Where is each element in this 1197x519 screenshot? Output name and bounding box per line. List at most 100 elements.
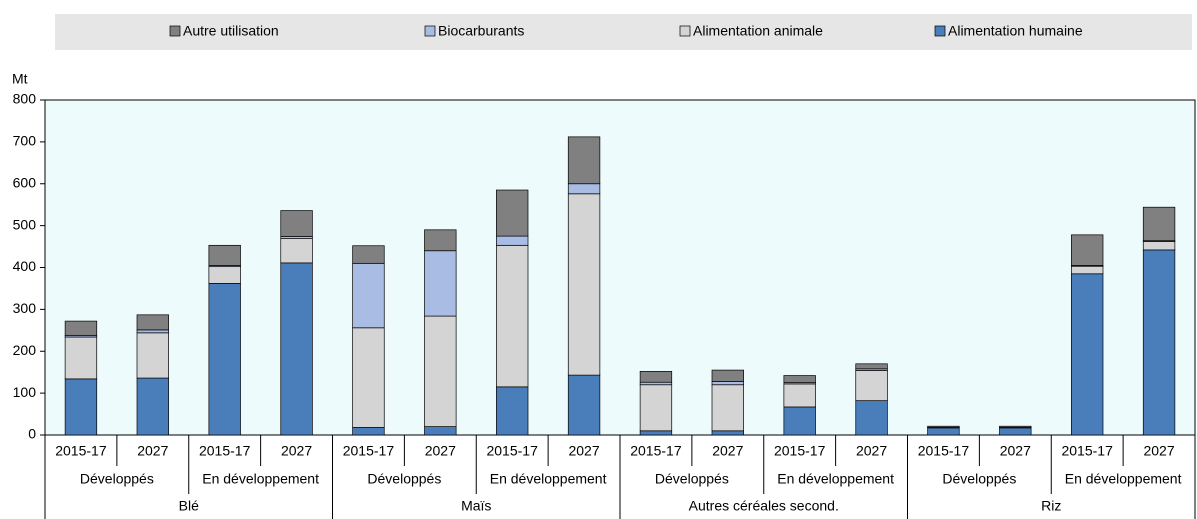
x-tick-label: 2015-17 bbox=[55, 443, 107, 459]
bar-segment bbox=[496, 235, 529, 246]
bar-segment bbox=[639, 371, 673, 383]
bar-segment bbox=[567, 136, 601, 185]
bar-segment bbox=[639, 381, 673, 386]
group-label: Riz bbox=[1041, 498, 1061, 514]
legend-label: Biocarburants bbox=[438, 23, 524, 39]
subgroup-label: Développés bbox=[942, 471, 1016, 487]
bar-segment bbox=[1142, 206, 1176, 242]
x-tick-label: 2027 bbox=[568, 443, 599, 459]
subgroup-label: En développement bbox=[202, 471, 319, 487]
bar-segment bbox=[567, 193, 601, 376]
y-tick-label: 700 bbox=[13, 133, 37, 149]
bar-segment bbox=[711, 369, 744, 382]
y-tick-label: 300 bbox=[13, 300, 37, 316]
bar-segment bbox=[927, 425, 960, 428]
bar-segment bbox=[424, 426, 457, 436]
x-tick-label: 2027 bbox=[712, 443, 743, 459]
bar-segment bbox=[855, 400, 888, 436]
bar-segment bbox=[1142, 241, 1176, 251]
bar-segment bbox=[496, 386, 529, 436]
bar-segment bbox=[783, 383, 816, 408]
bar-segment bbox=[424, 250, 457, 317]
legend-swatch bbox=[934, 25, 946, 37]
x-tick-label: 2027 bbox=[137, 443, 168, 459]
group-label: Blé bbox=[179, 498, 199, 514]
y-tick-label: 200 bbox=[13, 342, 37, 358]
x-tick-label: 2015-17 bbox=[630, 443, 682, 459]
bar-segment bbox=[64, 336, 98, 380]
bar-segment bbox=[424, 229, 457, 252]
bar-segment bbox=[567, 374, 601, 436]
bar-segment bbox=[136, 329, 169, 334]
y-axis-label: Mt bbox=[12, 71, 28, 87]
bar-segment bbox=[136, 332, 169, 379]
bar-segment bbox=[783, 406, 816, 436]
x-tick-label: 2027 bbox=[1143, 443, 1174, 459]
bar-segment bbox=[711, 381, 744, 386]
legend-swatch bbox=[424, 25, 436, 37]
bar-segment bbox=[1071, 273, 1104, 436]
legend-swatch bbox=[679, 25, 691, 37]
subgroup-label: Développés bbox=[80, 471, 154, 487]
bar-segment bbox=[999, 425, 1032, 428]
x-tick-label: 2015-17 bbox=[486, 443, 538, 459]
bar-segment bbox=[783, 375, 816, 384]
x-tick-label: 2015-17 bbox=[343, 443, 395, 459]
legend-label: Alimentation humaine bbox=[948, 23, 1083, 39]
bar-segment bbox=[352, 327, 385, 428]
bar-segment bbox=[352, 262, 385, 329]
x-tick-label: 2027 bbox=[281, 443, 312, 459]
bar-segment bbox=[136, 377, 169, 436]
bar-segment bbox=[711, 384, 744, 432]
legend-swatch bbox=[169, 25, 181, 37]
bar-segment bbox=[64, 378, 98, 436]
x-tick-label: 2015-17 bbox=[774, 443, 826, 459]
bar-segment bbox=[64, 320, 98, 336]
x-tick-label: 2027 bbox=[856, 443, 887, 459]
y-tick-label: 100 bbox=[13, 384, 37, 400]
bar-segment bbox=[927, 427, 960, 436]
bar-segment bbox=[280, 238, 313, 264]
legend-label: Autre utilisation bbox=[183, 23, 279, 39]
subgroup-label: En développement bbox=[777, 471, 894, 487]
bar-segment bbox=[855, 370, 888, 402]
y-tick-label: 800 bbox=[13, 91, 37, 107]
bar-segment bbox=[1071, 265, 1104, 275]
y-tick-label: 400 bbox=[13, 258, 37, 274]
bar-segment bbox=[208, 244, 241, 266]
y-tick-label: 600 bbox=[13, 174, 37, 190]
bar-segment bbox=[352, 427, 385, 436]
subgroup-label: En développement bbox=[1065, 471, 1182, 487]
bar-segment bbox=[352, 245, 385, 264]
subgroup-label: Développés bbox=[655, 471, 729, 487]
bar-segment bbox=[1142, 249, 1176, 436]
subgroup-label: En développement bbox=[490, 471, 607, 487]
legend-background bbox=[55, 14, 1192, 50]
group-label: Autres céréales second. bbox=[689, 498, 839, 514]
x-tick-label: 2015-17 bbox=[918, 443, 970, 459]
bar-segment bbox=[280, 210, 313, 237]
bar-segment bbox=[424, 315, 457, 427]
legend-label: Alimentation animale bbox=[693, 23, 823, 39]
bar-segment bbox=[1071, 234, 1104, 266]
bar-segment bbox=[136, 314, 169, 331]
bar-segment bbox=[639, 430, 673, 436]
bar-segment bbox=[855, 363, 888, 370]
y-tick-label: 0 bbox=[28, 426, 36, 442]
x-tick-label: 2027 bbox=[1000, 443, 1031, 459]
bar-segment bbox=[567, 183, 601, 195]
bar-segment bbox=[639, 384, 673, 432]
x-tick-label: 2015-17 bbox=[199, 443, 251, 459]
x-tick-label: 2015-17 bbox=[1061, 443, 1113, 459]
bar-segment bbox=[496, 244, 529, 388]
bar-segment bbox=[280, 262, 313, 436]
bar-segment bbox=[496, 189, 529, 237]
bar-segment bbox=[999, 427, 1032, 436]
bar-segment bbox=[208, 283, 241, 436]
y-tick-label: 500 bbox=[13, 216, 37, 232]
subgroup-label: Développés bbox=[367, 471, 441, 487]
group-label: Maïs bbox=[461, 498, 491, 514]
bar-segment bbox=[208, 266, 241, 284]
bar-segment bbox=[711, 430, 744, 436]
